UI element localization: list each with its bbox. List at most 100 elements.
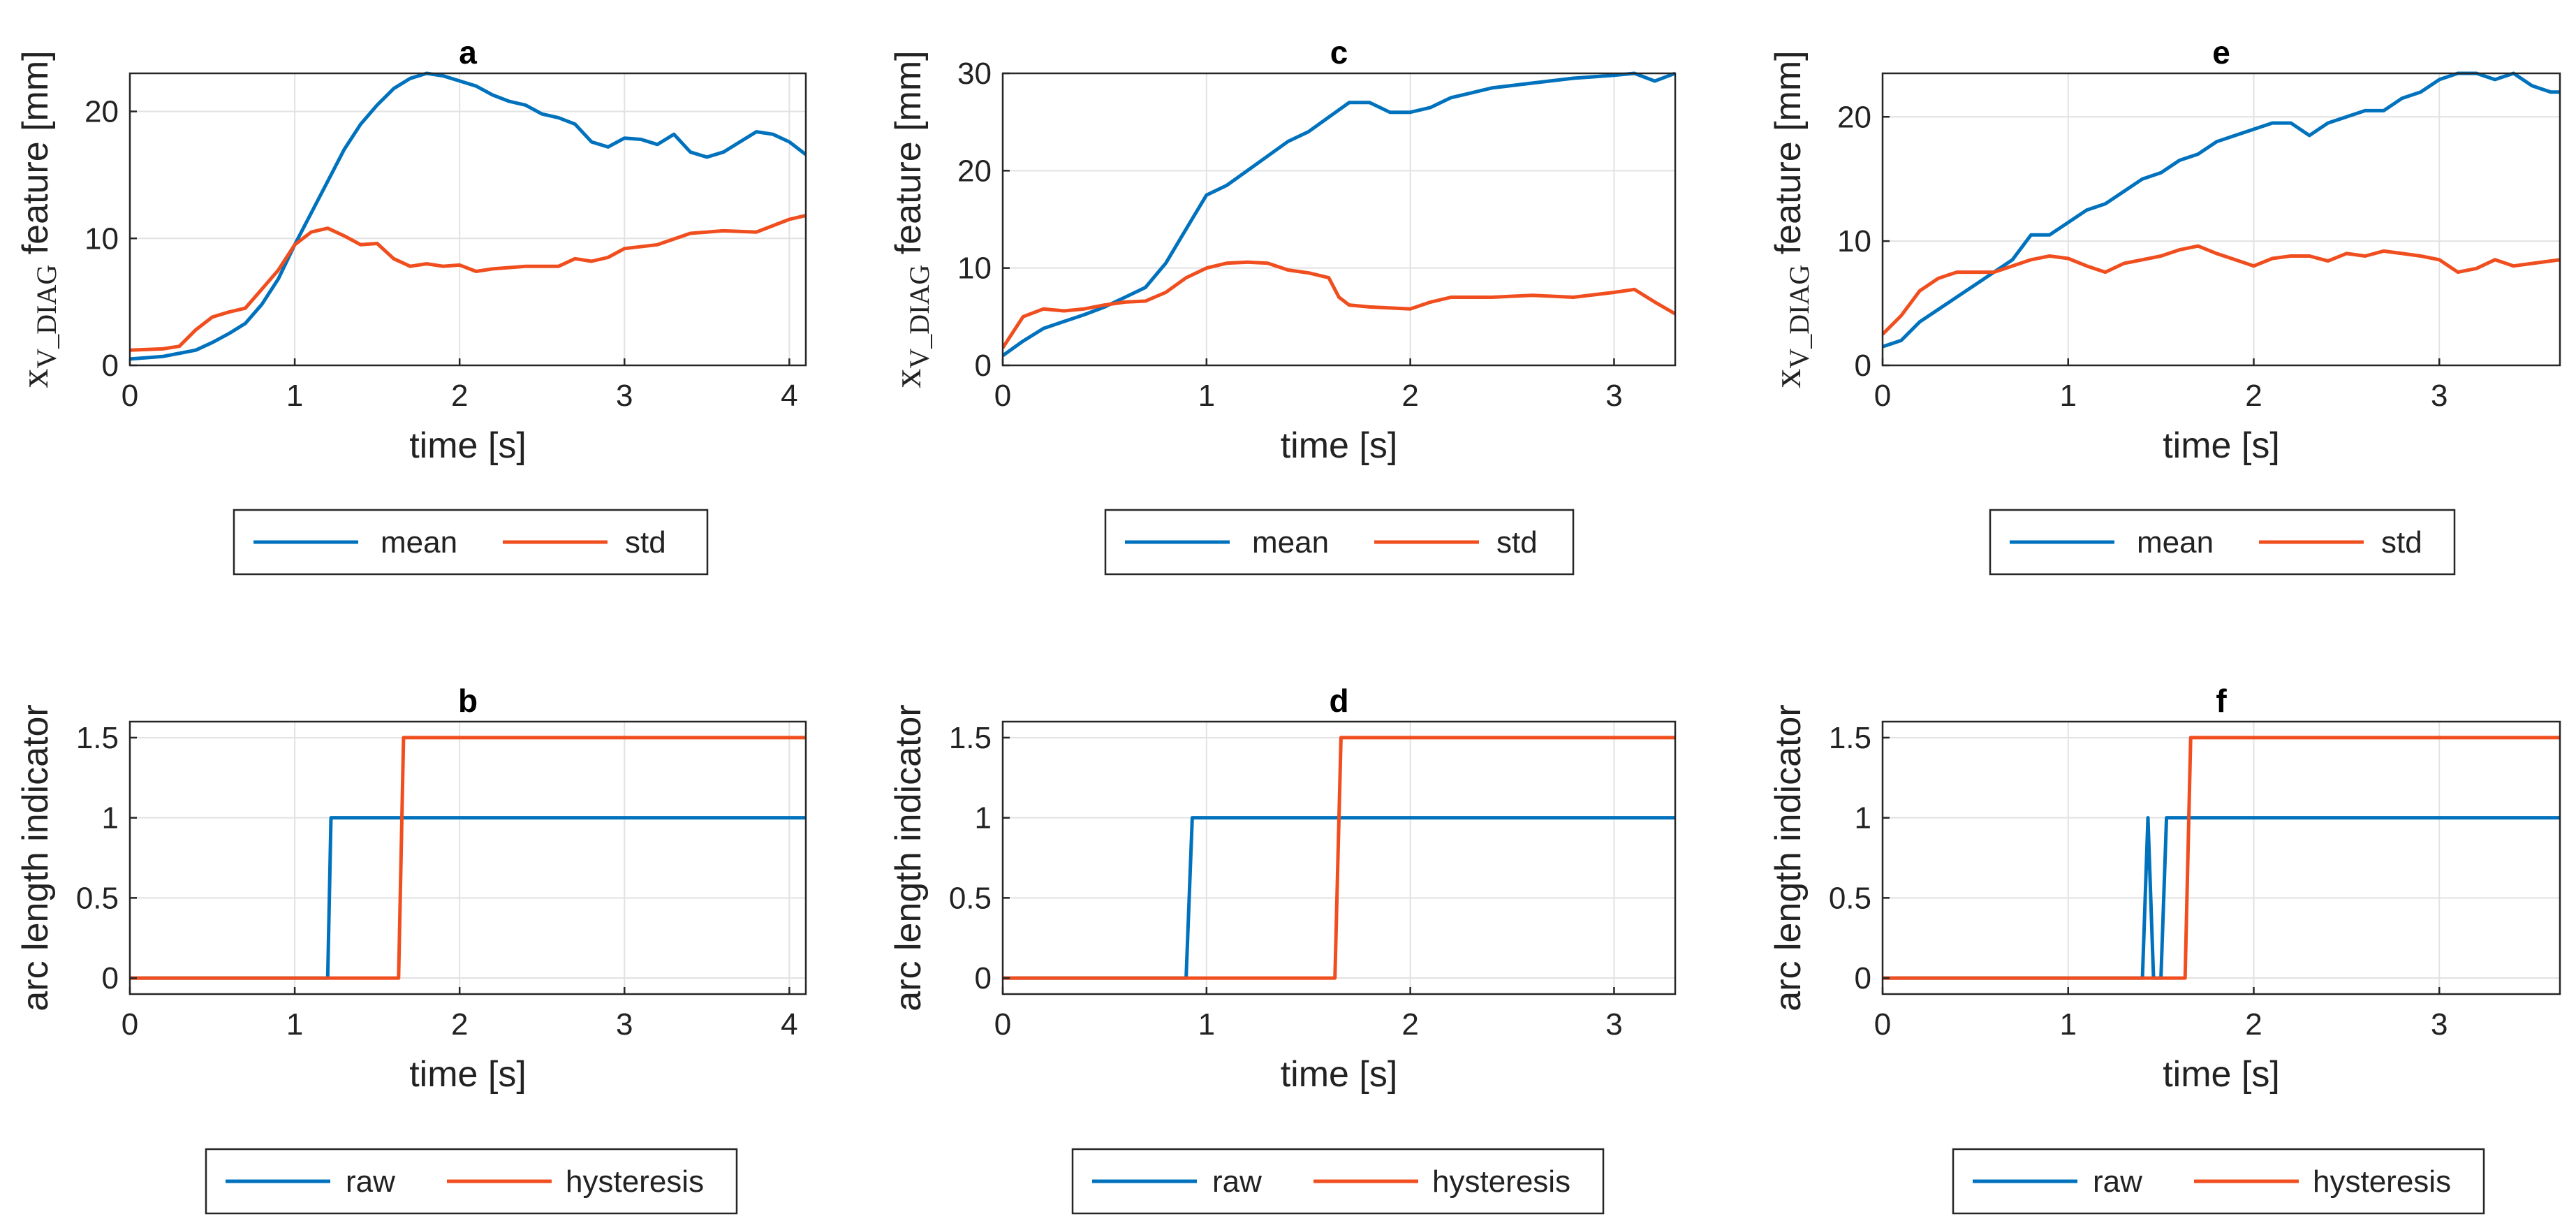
- x-tick-label: 1: [1198, 379, 1215, 413]
- legend: raw hysteresis: [205, 1148, 738, 1215]
- x-tick-label: 4: [781, 1007, 797, 1042]
- legend: mean std: [1104, 509, 1575, 576]
- y-tick-label: 10: [957, 251, 992, 286]
- y-tick-label: 0: [975, 961, 992, 995]
- chart-title: e: [2212, 34, 2230, 71]
- legend-label-raw: raw: [2093, 1165, 2142, 1199]
- x-tick-label: 3: [616, 379, 633, 413]
- x-tick-label: 0: [122, 379, 138, 413]
- y-tick-label: 0.5: [76, 881, 119, 915]
- x-tick-label: 0: [994, 1007, 1011, 1042]
- legend: raw hysteresis: [1952, 1148, 2485, 1215]
- x-tick-label: 2: [2245, 379, 2262, 413]
- y-tick-label: 10: [84, 221, 119, 256]
- chart-panel-e: 0 1 2 3 0 10 20 e time [s] xV_DIAG feature [mm] me…: [1766, 34, 2561, 576]
- y-tick-label: 0: [1855, 349, 1871, 383]
- x-tick-label: 3: [2431, 1007, 2448, 1042]
- y-axis-label: arc length indicator: [1768, 704, 1809, 1011]
- y-tick-label: 0: [102, 349, 119, 383]
- x-tick-label: 4: [781, 379, 797, 413]
- x-tick-label: 1: [2060, 379, 2077, 413]
- x-tick-label: 3: [616, 1007, 633, 1042]
- y-tick-label: 1: [1855, 801, 1871, 835]
- x-axis-label: time [s]: [2163, 425, 2280, 466]
- x-axis-label: time [s]: [409, 425, 527, 466]
- legend: mean std: [233, 509, 709, 576]
- y-tick-label: 1.5: [949, 721, 992, 755]
- series-line-mean: [1003, 71, 1675, 358]
- plot-area: [1883, 722, 2560, 994]
- legend-label-raw: raw: [1212, 1165, 1262, 1199]
- plot-area: [130, 73, 806, 365]
- legend-label-hysteresis: hysteresis: [1432, 1165, 1570, 1199]
- legend-label-std: std: [625, 525, 666, 560]
- x-tick-label: 3: [1605, 1007, 1622, 1042]
- series-line-mean: [130, 71, 806, 361]
- series-line-hysteresis: [130, 736, 806, 980]
- y-axis-label: arc length indicator: [15, 704, 56, 1011]
- y-tick-label: 20: [957, 154, 992, 188]
- chart-title: f: [2216, 683, 2227, 719]
- chart-panel-d: 0 1 2 3 0 0.5 1 1.5 d time [s] arc length indicato…: [888, 683, 1677, 1215]
- y-tick-label: 20: [1837, 100, 1871, 134]
- chart-title: b: [458, 683, 478, 719]
- legend-label-mean: mean: [1252, 525, 1329, 560]
- y-tick-label: 30: [957, 57, 992, 91]
- y-axis-label: arc length indicator: [888, 704, 929, 1011]
- y-tick-label: 10: [1837, 224, 1871, 258]
- legend: raw hysteresis: [1071, 1148, 1605, 1215]
- y-tick-label: 0: [102, 961, 119, 995]
- series-line-std: [1883, 244, 2560, 336]
- x-tick-label: 3: [2431, 379, 2448, 413]
- legend-label-hysteresis: hysteresis: [2313, 1165, 2451, 1199]
- legend-label-mean: mean: [381, 525, 457, 560]
- x-tick-label: 1: [286, 379, 303, 413]
- chart-title: c: [1330, 34, 1348, 71]
- plot-area: [1883, 73, 2560, 365]
- axes-box: [1001, 72, 1677, 367]
- x-tick-label: 2: [2245, 1007, 2262, 1042]
- x-tick-label: 1: [2060, 1007, 2077, 1042]
- axes-box: [128, 72, 807, 367]
- x-axis-label: time [s]: [1281, 1054, 1398, 1095]
- x-tick-label: 2: [451, 379, 468, 413]
- x-tick-label: 1: [1198, 1007, 1215, 1042]
- plot-area: [130, 722, 806, 994]
- x-axis-label: time [s]: [1281, 425, 1398, 466]
- x-tick-label: 1: [286, 1007, 303, 1042]
- y-axis-label: xV_DIAG feature [mm]: [13, 50, 62, 388]
- legend-label-std: std: [1496, 525, 1538, 560]
- y-axis-label: xV_DIAG feature [mm]: [886, 50, 935, 388]
- x-tick-label: 0: [1874, 1007, 1891, 1042]
- plot-area: [1003, 73, 1675, 365]
- x-tick-label: 2: [1401, 1007, 1418, 1042]
- x-axis-label: time [s]: [2163, 1054, 2280, 1095]
- legend-label-raw: raw: [346, 1165, 395, 1199]
- axes-box: [1001, 720, 1677, 995]
- y-tick-label: 1.5: [1829, 721, 1871, 755]
- legend: mean std: [1989, 509, 2456, 576]
- axes-box: [1881, 720, 2561, 995]
- x-tick-label: 2: [451, 1007, 468, 1042]
- y-axis-label: xV_DIAG feature [mm]: [1766, 50, 1815, 388]
- x-tick-label: 0: [1874, 379, 1891, 413]
- y-tick-label: 0.5: [1829, 881, 1871, 915]
- legend-label-hysteresis: hysteresis: [566, 1165, 704, 1199]
- y-tick-label: 0: [1855, 961, 1871, 995]
- x-tick-label: 0: [122, 1007, 138, 1042]
- chart-title: a: [459, 34, 477, 71]
- y-tick-label: 1: [102, 801, 119, 835]
- chart-panel-b: 0 1 2 3 4 0 0.5 1 1.5 b time [s] arc length indicat…: [15, 683, 807, 1215]
- chart-panel-a: 0 1 2 3 4 0 10 20 a time [s] xV_DIAG feature [mm] m…: [13, 34, 807, 576]
- chart-title: d: [1329, 683, 1348, 719]
- x-tick-label: 3: [1605, 379, 1622, 413]
- y-tick-label: 0.5: [949, 881, 992, 915]
- series-line-hysteresis: [1883, 736, 2560, 980]
- series-line-std: [1003, 260, 1675, 349]
- y-tick-label: 1.5: [76, 721, 119, 755]
- series-line-hysteresis: [1003, 736, 1675, 980]
- x-tick-label: 2: [1401, 379, 1418, 413]
- y-tick-label: 1: [975, 801, 992, 835]
